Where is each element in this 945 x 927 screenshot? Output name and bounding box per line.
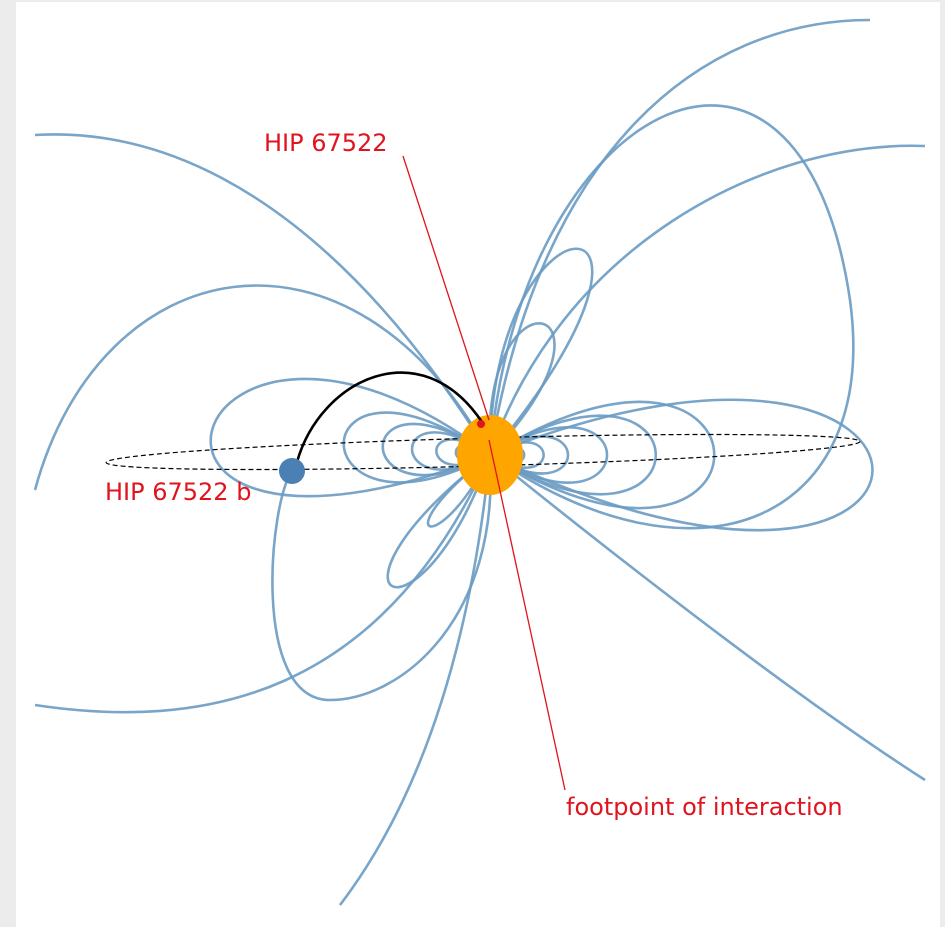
planet-label: HIP 67522 b bbox=[105, 478, 251, 506]
footpoint bbox=[477, 420, 485, 428]
page: {"star": {"label": "HIP 67522"}, "planet… bbox=[0, 0, 945, 927]
star-label: HIP 67522 bbox=[264, 129, 388, 157]
planet bbox=[279, 458, 305, 484]
star bbox=[457, 415, 523, 495]
annotation-label: footpoint of interaction bbox=[566, 793, 843, 821]
diagram: HIP 67522 HIP 67522 b footpoint of inter… bbox=[0, 0, 945, 927]
